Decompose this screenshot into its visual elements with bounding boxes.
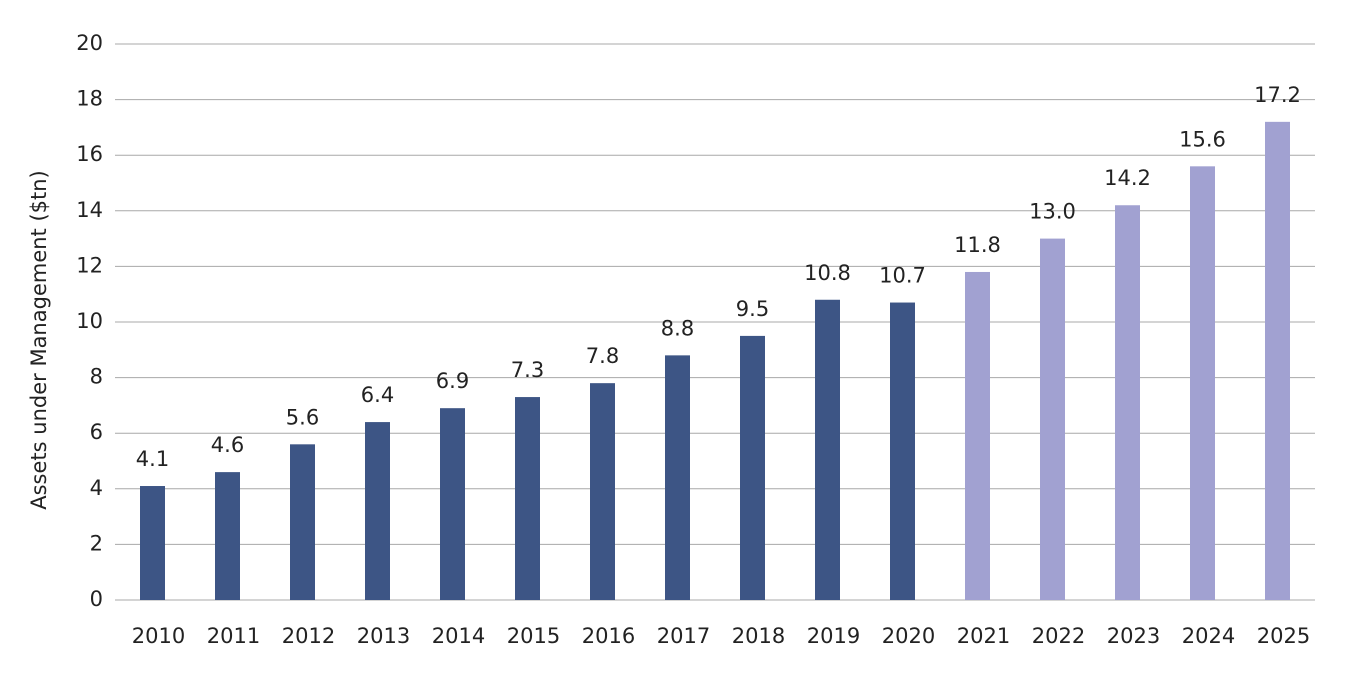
y-tick-label: 18 xyxy=(76,87,103,111)
data-label: 6.4 xyxy=(361,383,394,407)
bar xyxy=(665,355,690,600)
x-tick-label: 2016 xyxy=(582,624,635,648)
bar xyxy=(215,472,240,600)
data-label: 7.3 xyxy=(511,358,544,382)
data-label: 6.9 xyxy=(436,369,469,393)
y-axis-label: Assets under Management ($tn) xyxy=(27,170,51,510)
bar xyxy=(1040,238,1065,600)
bar xyxy=(140,486,165,600)
y-tick-label: 4 xyxy=(90,476,103,500)
data-label: 15.6 xyxy=(1179,127,1226,151)
x-tick-label: 2010 xyxy=(132,624,185,648)
data-label: 10.8 xyxy=(804,261,851,285)
x-tick-label: 2015 xyxy=(507,624,560,648)
bar xyxy=(515,397,540,600)
y-tick-label: 14 xyxy=(76,198,103,222)
x-tick-label: 2018 xyxy=(732,624,785,648)
bar xyxy=(815,299,840,600)
x-tick-label: 2023 xyxy=(1107,624,1160,648)
y-tick-label: 12 xyxy=(76,253,103,277)
x-tick-label: 2013 xyxy=(357,624,410,648)
y-tick-label: 20 xyxy=(76,31,103,55)
x-tick-label: 2011 xyxy=(207,624,260,648)
data-label: 14.2 xyxy=(1104,166,1151,190)
bar xyxy=(1265,121,1290,600)
x-tick-label: 2025 xyxy=(1257,624,1310,648)
y-tick-label: 2 xyxy=(90,531,103,555)
y-tick-label: 6 xyxy=(90,420,103,444)
data-label: 5.6 xyxy=(286,405,319,429)
x-tick-label: 2019 xyxy=(807,624,860,648)
data-label: 13.0 xyxy=(1029,200,1076,224)
x-tick-label: 2012 xyxy=(282,624,335,648)
x-tick-label: 2022 xyxy=(1032,624,1085,648)
data-label: 7.8 xyxy=(586,344,619,368)
x-tick-label: 2024 xyxy=(1182,624,1235,648)
bar xyxy=(965,271,990,600)
bar xyxy=(290,444,315,600)
y-tick-label: 10 xyxy=(76,309,103,333)
data-label: 8.8 xyxy=(661,316,694,340)
data-label: 17.2 xyxy=(1254,83,1301,107)
bar xyxy=(1115,205,1140,601)
y-tick-label: 8 xyxy=(90,365,103,389)
x-tick-label: 2020 xyxy=(882,624,935,648)
bar xyxy=(440,408,465,600)
data-label: 11.8 xyxy=(954,233,1001,257)
x-tick-label: 2017 xyxy=(657,624,710,648)
x-tick-label: 2021 xyxy=(957,624,1010,648)
bar xyxy=(365,422,390,600)
bar xyxy=(1190,166,1215,600)
bar xyxy=(740,335,765,600)
data-label: 4.1 xyxy=(136,447,169,471)
data-label: 9.5 xyxy=(736,297,769,321)
y-tick-label: 16 xyxy=(76,142,103,166)
bar xyxy=(890,302,915,600)
bar xyxy=(590,383,615,600)
x-tick-label: 2014 xyxy=(432,624,485,648)
y-tick-label: 0 xyxy=(90,587,103,611)
data-label: 4.6 xyxy=(211,433,244,457)
data-label: 10.7 xyxy=(879,264,926,288)
